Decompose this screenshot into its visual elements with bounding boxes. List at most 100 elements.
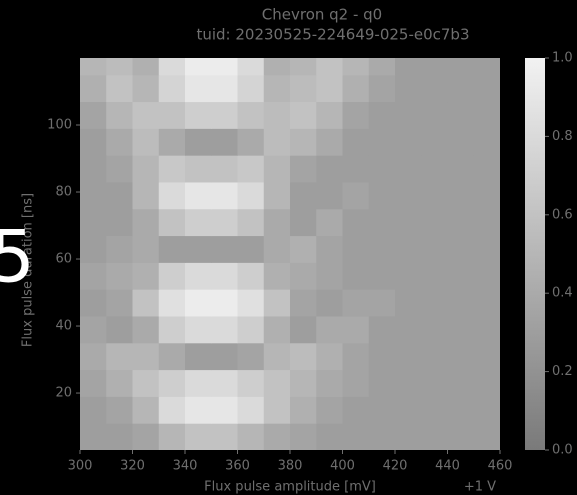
heatmap-cell — [342, 74, 370, 103]
heatmap-cell — [263, 74, 291, 103]
heatmap-cell — [211, 289, 238, 317]
heatmap-cell — [290, 369, 317, 397]
heatmap — [80, 58, 500, 450]
y-axis-label: Flux pulse duration [ns] — [21, 193, 36, 347]
heatmap-cell — [237, 262, 265, 290]
heatmap-cell — [185, 315, 212, 344]
heatmap-cell — [447, 289, 475, 317]
heatmap-cell — [368, 74, 396, 103]
heatmap-cell — [132, 289, 160, 317]
heatmap-cell — [368, 289, 396, 317]
x-tick-label: 420 — [383, 459, 408, 474]
heatmap-cell — [132, 396, 160, 424]
heatmap-cell — [211, 155, 238, 183]
heatmap-cell — [237, 369, 265, 397]
heatmap-cell — [132, 74, 160, 103]
heatmap-cell — [421, 58, 448, 76]
heatmap-cell — [132, 315, 160, 344]
heatmap-cell — [106, 289, 133, 317]
heatmap-cell — [421, 235, 448, 263]
heatmap-cell — [237, 181, 265, 210]
heatmap-cell — [132, 58, 160, 76]
heatmap-cell — [447, 396, 475, 424]
heatmap-cell — [158, 181, 186, 210]
heatmap-cell — [421, 289, 448, 317]
heatmap-cell — [80, 155, 107, 183]
heatmap-cell — [237, 101, 265, 129]
heatmap-cell — [185, 181, 212, 210]
heatmap-cell — [106, 58, 133, 76]
x-tick-label: 320 — [120, 459, 145, 474]
x-tick-label: 360 — [225, 459, 250, 474]
y-tick-label: 60 — [55, 252, 72, 267]
heatmap-cell — [132, 181, 160, 210]
heatmap-cell — [80, 101, 107, 129]
heatmap-cell — [106, 315, 133, 344]
heatmap-cell — [290, 181, 317, 210]
heatmap-cell — [473, 101, 500, 129]
heatmap-cell — [185, 74, 212, 103]
heatmap-cell — [106, 262, 133, 290]
colorbar-tick-label: 0.6 — [552, 207, 573, 222]
heatmap-cell — [473, 342, 500, 371]
heatmap-cell — [106, 74, 133, 103]
heatmap-cell — [290, 208, 317, 237]
heatmap-cell — [211, 235, 238, 263]
x-axis-label: Flux pulse amplitude [mV] — [204, 480, 376, 495]
offset-label: +1 V — [464, 480, 496, 495]
heatmap-cell — [132, 208, 160, 237]
heatmap-cell — [395, 423, 422, 450]
heatmap-cell — [447, 369, 475, 397]
heatmap-cell — [316, 208, 343, 237]
heatmap-cell — [263, 342, 291, 371]
x-tick-label: 440 — [435, 459, 460, 474]
heatmap-cell — [342, 128, 370, 156]
heatmap-cell — [421, 423, 448, 450]
heatmap-cell — [237, 342, 265, 371]
y-tick-label: 40 — [55, 319, 72, 334]
heatmap-cell — [473, 155, 500, 183]
heatmap-cell — [158, 101, 186, 129]
heatmap-cell — [421, 369, 448, 397]
heatmap-cell — [395, 181, 422, 210]
heatmap-cell — [211, 208, 238, 237]
heatmap-cell — [158, 396, 186, 424]
heatmap-cell — [290, 235, 317, 263]
heatmap-cell — [473, 128, 500, 156]
heatmap-cell — [185, 235, 212, 263]
heatmap-cell — [421, 396, 448, 424]
heatmap-cell — [447, 181, 475, 210]
heatmap-cell — [447, 128, 475, 156]
overlay-digit: 5 — [0, 215, 35, 299]
chart-title: Chevron q2 - q0 — [262, 6, 382, 24]
heatmap-cell — [290, 58, 317, 76]
heatmap-cell — [263, 369, 291, 397]
heatmap-cell — [185, 423, 212, 450]
heatmap-cell — [395, 369, 422, 397]
heatmap-cell — [421, 262, 448, 290]
heatmap-cell — [473, 208, 500, 237]
heatmap-cell — [211, 342, 238, 371]
heatmap-cell — [290, 74, 317, 103]
y-tick-label: 100 — [47, 118, 72, 133]
heatmap-cell — [368, 369, 396, 397]
heatmap-cell — [80, 128, 107, 156]
heatmap-cell — [106, 396, 133, 424]
heatmap-cell — [263, 315, 291, 344]
heatmap-cell — [290, 101, 317, 129]
heatmap-cell — [158, 58, 186, 76]
heatmap-cell — [211, 128, 238, 156]
heatmap-cell — [290, 342, 317, 371]
heatmap-cell — [473, 262, 500, 290]
heatmap-cell — [106, 208, 133, 237]
heatmap-cell — [447, 423, 475, 450]
heatmap-cell — [211, 74, 238, 103]
heatmap-cell — [80, 289, 107, 317]
heatmap-cell — [237, 58, 265, 76]
colorbar-tick-label: 0.4 — [552, 286, 573, 301]
heatmap-cell — [342, 155, 370, 183]
heatmap-cell — [158, 342, 186, 371]
heatmap-cell — [290, 128, 317, 156]
heatmap-cell — [395, 128, 422, 156]
heatmap-cell — [290, 423, 317, 450]
